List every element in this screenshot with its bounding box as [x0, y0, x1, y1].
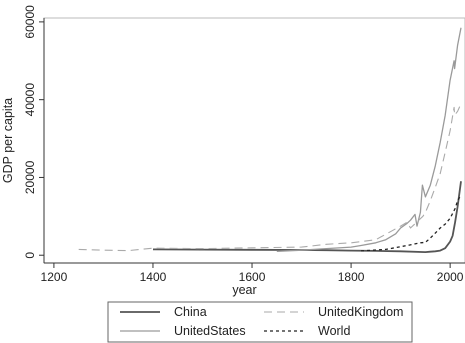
series-line-unitedstates — [276, 27, 462, 252]
legend-label-unitedstates: UnitedStates — [174, 324, 246, 338]
y-axis-label: GDP per capita — [1, 98, 15, 183]
y-tick-label: 60000 — [23, 5, 37, 39]
y-tick-label: 40000 — [23, 83, 37, 117]
legend-label-world: World — [318, 324, 350, 338]
y-tick-label: 0 — [23, 252, 37, 259]
series-layer — [78, 27, 462, 253]
y-tick-label: 20000 — [23, 160, 37, 194]
x-tick-label: 1800 — [338, 270, 365, 284]
x-tick-label: 1600 — [239, 270, 266, 284]
legend-label-china: China — [174, 305, 207, 319]
x-tick-label: 1200 — [41, 270, 68, 284]
x-tick-label: 2000 — [437, 270, 464, 284]
legend-label-unitedkingdom: UnitedKingdom — [318, 305, 403, 319]
series-line-world — [360, 194, 462, 252]
plot-border — [43, 17, 465, 264]
plot-area — [43, 17, 465, 264]
x-tick-label: 1400 — [140, 270, 167, 284]
legend-box — [107, 301, 413, 343]
legend: China UnitedStates UnitedKingdom World — [107, 301, 413, 343]
x-axis-label: year — [232, 283, 256, 297]
